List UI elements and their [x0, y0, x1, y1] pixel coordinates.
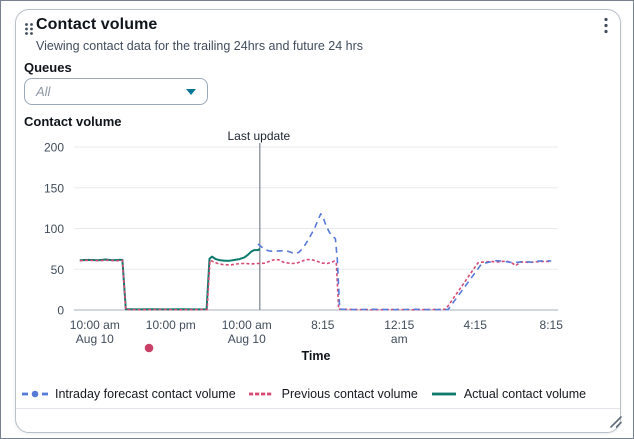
y-axis-tick-label: 0 — [57, 304, 64, 318]
last-update-label: Last update — [227, 129, 290, 143]
series-line — [79, 248, 261, 311]
legend-item[interactable]: Previous contact volume — [248, 387, 418, 401]
queues-selected-value: All — [36, 84, 51, 99]
series-line — [79, 258, 552, 311]
caret-down-icon — [186, 88, 196, 95]
x-axis-tick-label: Aug 10 — [76, 332, 114, 346]
widget-title: Contact volume — [36, 16, 158, 33]
x-axis-tick-label: Aug 10 — [228, 332, 266, 346]
legend-label: Actual contact volume — [463, 387, 587, 401]
footer-divider — [16, 408, 620, 409]
legend-item[interactable]: Actual contact volume — [431, 387, 586, 401]
x-axis-tick-label: 12:15 — [384, 318, 414, 332]
queues-select[interactable]: All — [24, 78, 208, 105]
x-axis-tick-label: 4:15 — [464, 318, 488, 332]
chart-legend: Intraday forecast contact volume Previous… — [22, 384, 586, 404]
x-axis-tick-label: 8:15 — [311, 318, 335, 332]
y-axis-tick-label: 200 — [44, 141, 64, 155]
legend-marker-icon — [22, 390, 48, 398]
legend-item[interactable]: Intraday forecast contact volume — [22, 387, 236, 401]
x-axis-tick-label: 10:00 am — [70, 318, 120, 332]
kebab-menu-button[interactable] — [593, 14, 619, 40]
legend-marker-icon — [431, 392, 456, 396]
x-axis-tick-label: 10:00 pm — [146, 318, 196, 332]
legend-label: Previous contact volume — [281, 387, 418, 401]
x-axis-tick-label: 8:15 — [540, 318, 564, 332]
series-line — [257, 213, 552, 311]
queues-label: Queues — [24, 60, 72, 75]
widget-subtitle: Viewing contact data for the trailing 24… — [36, 39, 364, 53]
y-axis-tick-label: 50 — [51, 263, 65, 277]
x-axis-title: Time — [302, 349, 331, 363]
legend-label: Intraday forecast contact volume — [55, 387, 236, 401]
chart-title: Contact volume — [24, 114, 122, 129]
kebab-icon — [604, 17, 608, 33]
drag-handle-icon[interactable] — [24, 22, 34, 36]
resize-handle-icon[interactable] — [608, 414, 624, 430]
contact-volume-widget: Contact volume Viewing contact data for … — [15, 9, 624, 433]
x-axis-tick-label: am — [391, 332, 408, 346]
y-axis-tick-label: 100 — [44, 222, 64, 236]
y-axis-tick-label: 150 — [44, 181, 64, 195]
legend-marker-icon — [248, 392, 271, 396]
annotation-dot — [144, 343, 154, 353]
x-axis-tick-label: 10:00 am — [222, 318, 272, 332]
